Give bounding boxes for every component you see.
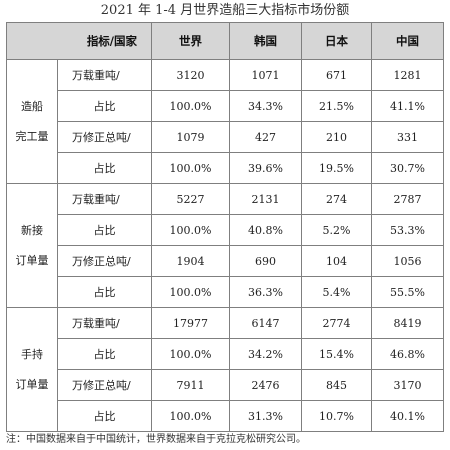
value-cell: 100.0%: [151, 90, 231, 122]
value-cell: 19.5%: [301, 152, 373, 184]
table-row: 万修正总吨/ 1904 690 104 1056: [7, 245, 445, 277]
value-cell: 46.8%: [371, 338, 445, 370]
value-cell: 671: [301, 59, 373, 91]
value-cell: 690: [229, 245, 303, 277]
metric-cell: 万载重吨/: [56, 183, 153, 215]
category-label-line: 完工量: [15, 129, 49, 143]
value-cell: 55.5%: [371, 276, 445, 308]
value-cell: 845: [301, 369, 373, 401]
value-cell: 100.0%: [151, 338, 231, 370]
value-cell: 1071: [229, 59, 303, 91]
table-row: 万修正总吨/ 7911 2476 845 3170: [7, 369, 445, 401]
table-row: 造船 完工量 万载重吨/ 3120 1071 671 1281: [6, 59, 445, 184]
table-row: 占比 100.0% 34.2% 15.4% 46.8%: [7, 338, 445, 370]
table-row: 占比 100.0% 31.3% 10.7% 40.1%: [7, 400, 445, 432]
category-label-line: 造船: [21, 99, 43, 113]
table-row: 占比 100.0% 34.3% 21.5% 41.1%: [7, 90, 445, 122]
value-cell: 100.0%: [151, 152, 231, 184]
value-cell: 5227: [151, 183, 231, 215]
metric-cell: 万修正总吨/: [56, 369, 153, 401]
metric-cell: 万载重吨/: [56, 307, 153, 339]
value-cell: 5.4%: [301, 276, 373, 308]
market-share-table: 指标/国家 世界 韩国 日本 中国 造船 完工量 万载重吨/ 3120 1071…: [5, 22, 445, 432]
value-cell: 331: [371, 121, 445, 153]
value-cell: 40.8%: [229, 214, 303, 246]
value-cell: 21.5%: [301, 90, 373, 122]
table-row: 新接 订单量 万载重吨/ 5227 2131 274 2787: [6, 183, 445, 308]
metric-cell: 占比: [56, 214, 153, 246]
value-cell: 1079: [151, 121, 231, 153]
footnote: 注：中国数据来自于中国统计，世界数据来自于克拉克松研究公司。: [6, 434, 306, 445]
value-cell: 2787: [371, 183, 445, 215]
value-cell: 274: [301, 183, 373, 215]
value-cell: 10.7%: [301, 400, 373, 432]
value-cell: 210: [301, 121, 373, 153]
category-cell: 造船 完工量: [6, 59, 58, 184]
value-cell: 39.6%: [229, 152, 303, 184]
table-row: 占比 100.0% 39.6% 19.5% 30.7%: [7, 152, 445, 184]
value-cell: 100.0%: [151, 214, 231, 246]
category-label-line: 订单量: [15, 377, 49, 391]
value-cell: 6147: [229, 307, 303, 339]
value-cell: 2476: [229, 369, 303, 401]
value-cell: 41.1%: [371, 90, 445, 122]
metric-cell: 占比: [56, 152, 153, 184]
metric-cell: 万修正总吨/: [56, 121, 153, 153]
value-cell: 2774: [301, 307, 373, 339]
column-header: 日本: [301, 22, 373, 60]
metric-cell: 占比: [56, 400, 153, 432]
value-cell: 40.1%: [371, 400, 445, 432]
value-cell: 3120: [151, 59, 231, 91]
value-cell: 5.2%: [301, 214, 373, 246]
value-cell: 36.3%: [229, 276, 303, 308]
category-label-line: 新接: [21, 223, 43, 237]
value-cell: 1281: [371, 59, 445, 91]
category-cell: 新接 订单量: [6, 183, 58, 308]
metric-cell: 占比: [56, 90, 153, 122]
metric-cell: 占比: [56, 276, 153, 308]
value-cell: 7911: [151, 369, 231, 401]
metric-cell: 万载重吨/: [56, 59, 153, 91]
value-cell: 8419: [371, 307, 445, 339]
category-label-line: 订单量: [15, 253, 49, 267]
value-cell: 1056: [371, 245, 445, 277]
header-label: 指标/国家: [5, 22, 153, 60]
table-row: 手持 订单量 万载重吨/ 17977 6147 2774 8419: [6, 307, 445, 432]
category-label-line: 手持: [21, 347, 43, 361]
value-cell: 53.3%: [371, 214, 445, 246]
value-cell: 100.0%: [151, 400, 231, 432]
column-header: 中国: [371, 22, 445, 60]
value-cell: 31.3%: [229, 400, 303, 432]
document-title: 2021 年 1-4 月世界造船三大指标市场份额: [100, 3, 350, 18]
table-row: 占比 100.0% 40.8% 5.2% 53.3%: [7, 214, 445, 246]
column-header: 世界: [151, 22, 231, 60]
metric-cell: 万修正总吨/: [56, 245, 153, 277]
value-cell: 1904: [151, 245, 231, 277]
value-cell: 427: [229, 121, 303, 153]
table-header-row: 指标/国家 世界 韩国 日本 中国: [5, 22, 445, 60]
value-cell: 34.3%: [229, 90, 303, 122]
value-cell: 30.7%: [371, 152, 445, 184]
column-header: 韩国: [229, 22, 303, 60]
value-cell: 2131: [229, 183, 303, 215]
category-cell: 手持 订单量: [6, 307, 58, 432]
value-cell: 34.2%: [229, 338, 303, 370]
table-row: 占比 100.0% 36.3% 5.4% 55.5%: [7, 276, 445, 308]
table-row: 万修正总吨/ 1079 427 210 331: [7, 121, 445, 153]
value-cell: 15.4%: [301, 338, 373, 370]
value-cell: 100.0%: [151, 276, 231, 308]
value-cell: 17977: [151, 307, 231, 339]
value-cell: 104: [301, 245, 373, 277]
value-cell: 3170: [371, 369, 445, 401]
metric-cell: 占比: [56, 338, 153, 370]
